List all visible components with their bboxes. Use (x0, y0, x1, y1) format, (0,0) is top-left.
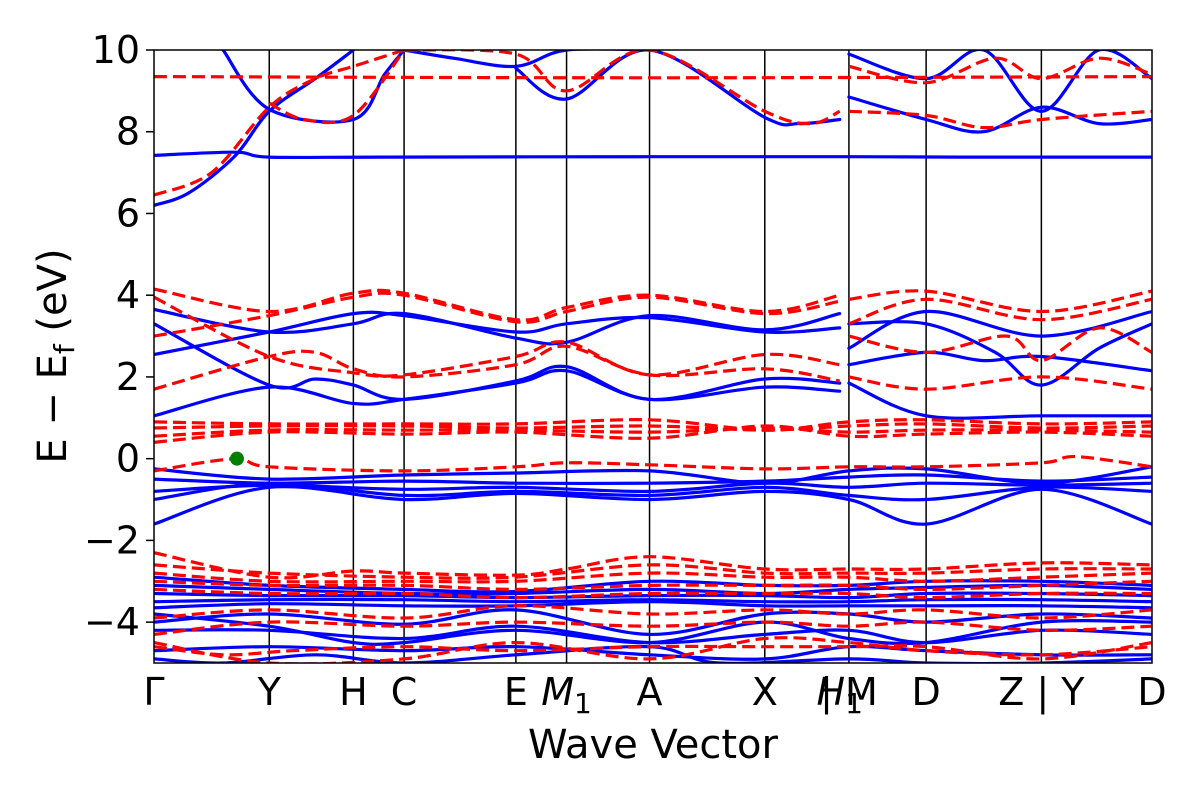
solid-band-line (154, 597, 1152, 604)
dashed-band-line (154, 587, 1152, 600)
plot-frame (153, 49, 1153, 664)
solid-band-line (154, 485, 1152, 526)
solid-band-line (154, 368, 842, 418)
solid-band-line (847, 95, 1152, 134)
solid-band-line (154, 310, 842, 357)
y-axis-title-subscript: f (48, 343, 81, 354)
dashed-band-line (848, 289, 1152, 314)
dashed-band-line (848, 297, 1152, 326)
dashed-band-line (268, 50, 406, 125)
dashed-band-line (154, 604, 1152, 620)
dashed-band-line (154, 418, 1152, 432)
dashed-band-line (154, 291, 840, 338)
y-tick-label: 8 (116, 110, 140, 154)
dashed-band-line (154, 287, 841, 322)
solid-band-line (154, 307, 842, 346)
solid-band-line (847, 381, 1152, 420)
y-axis-title: E − Ef (eV) (30, 248, 81, 463)
solid-band-line (847, 350, 1152, 373)
solid-band-line (154, 575, 1152, 594)
x-axis-title: Wave Vector (528, 722, 779, 768)
solid-band-line (847, 309, 1152, 350)
x-tick-label: H1 (816, 670, 862, 720)
x-tick-label: D (1137, 670, 1166, 714)
y-tick-label: −4 (84, 600, 140, 644)
dashed-band-line (848, 326, 1152, 363)
y-axis-title-unit: (eV) (30, 248, 76, 344)
solid-band-line (154, 473, 1152, 486)
dashed-band-line (154, 454, 1152, 473)
x-axis: Γ Y H C E M1 A X H1| M D Z | Y D (143, 670, 1166, 720)
marker-layer (229, 451, 244, 466)
solid-band-line (154, 481, 1152, 502)
solid-band-line (514, 50, 842, 127)
band-lines (154, 50, 1152, 663)
x-tick-label: Y (257, 670, 282, 714)
y-tick-label: 0 (116, 437, 140, 481)
dashed-band-line (154, 579, 1152, 591)
y-tick-label: −2 (84, 518, 140, 562)
solid-band-line (221, 50, 406, 124)
y-axis: −4 −2 0 2 4 6 8 10 (84, 28, 154, 644)
solid-band-line (154, 583, 1152, 596)
x-tick-label: M1 (541, 670, 592, 720)
dashed-band-line (848, 375, 1152, 391)
x-tick-label: H (339, 670, 368, 714)
solid-band-line (154, 612, 1152, 646)
y-tick-label: 4 (116, 273, 140, 317)
high-symmetry-lines (268, 50, 1043, 663)
dashed-band-line (154, 571, 1152, 584)
y-tick-label: 2 (116, 355, 140, 399)
y-axis-title-main: E − E (30, 354, 76, 464)
solid-band-line (402, 50, 652, 69)
x-tick-label: A (637, 670, 663, 714)
solid-band-line (154, 50, 355, 207)
plot-area (153, 49, 1153, 664)
dashed-band-line (154, 75, 1152, 80)
dashed-band-line (154, 426, 1152, 438)
solid-band-line (154, 608, 1152, 637)
x-tick-label: X (752, 670, 778, 714)
y-tick-label: 6 (116, 191, 140, 235)
highlight-point-marker (229, 451, 244, 466)
dashed-band-line (154, 641, 1152, 661)
solid-blue-bands (154, 50, 1152, 663)
dashed-band-line (154, 50, 405, 197)
x-tick-label: | M (820, 670, 878, 715)
x-tick-label: Γ (143, 670, 164, 714)
dashed-band-line (154, 563, 1152, 580)
x-tick-label: Z | Y (998, 670, 1085, 715)
dashed-band-line (154, 551, 1152, 580)
solid-band-line (154, 591, 1152, 600)
dashed-band-line (154, 636, 1152, 663)
solid-band-line (154, 150, 1152, 160)
x-tick-label: D (911, 670, 940, 714)
dashed-band-line (154, 295, 840, 378)
dashed-band-line (154, 424, 1152, 444)
x-tick-label: E (504, 670, 528, 714)
dashed-band-line (154, 620, 1152, 636)
dashed-band-line (848, 109, 1152, 130)
solid-band-line (154, 624, 1152, 645)
y-tick-label: 10 (92, 28, 140, 72)
solid-band-line (154, 600, 1152, 610)
x-tick-label: C (391, 670, 418, 714)
dashed-band-line (154, 344, 840, 391)
solid-band-line (847, 320, 1152, 387)
dashed-red-bands (154, 50, 1152, 663)
dashed-band-line (154, 422, 1152, 432)
dashed-band-line (848, 56, 1152, 85)
